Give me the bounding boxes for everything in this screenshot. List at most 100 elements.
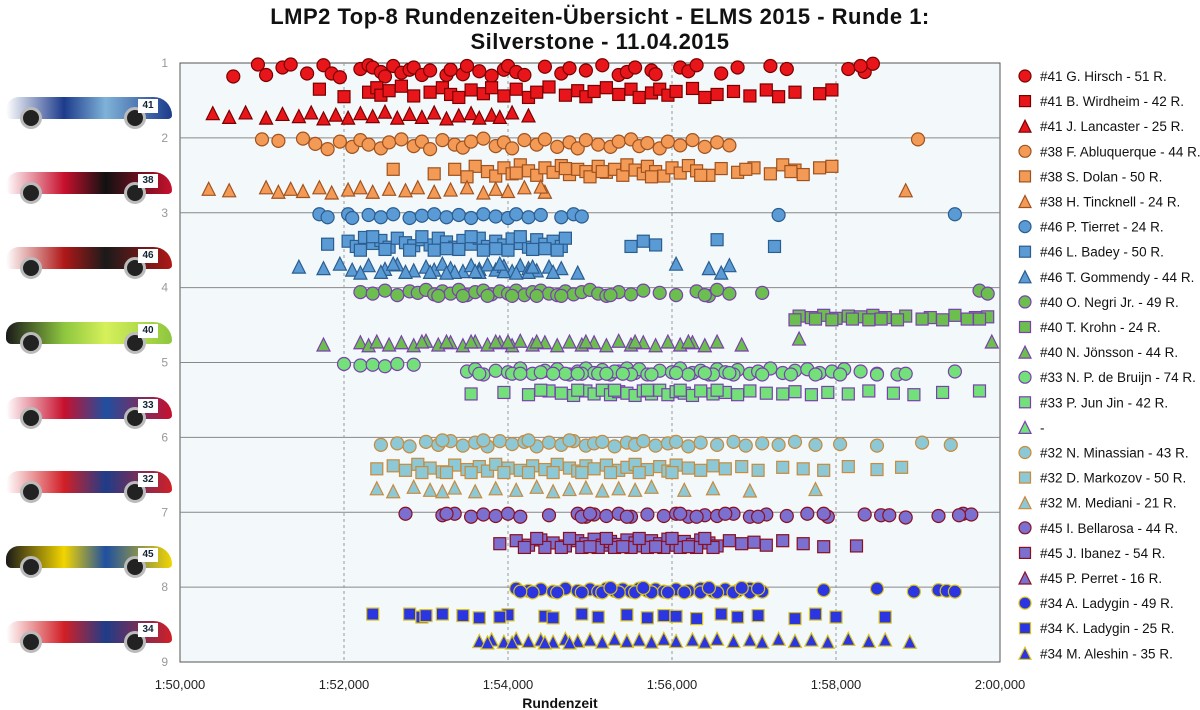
data-point [537,634,553,650]
data-point [722,534,737,548]
data-point [525,585,540,600]
data-point [673,506,688,521]
chart-title: LMP2 Top-8 Rundenzeiten-Übersicht - ELMS… [0,4,1200,54]
data-point [698,90,712,105]
data-point [709,135,725,150]
legend-label: #32 N. Minassian - 43 R. [1040,446,1189,461]
x-tick-label: 1:54,000 [483,677,534,692]
data-point [352,264,368,280]
data-point [685,631,700,647]
data-point [754,633,770,649]
data-point [591,137,606,152]
data-point [512,332,528,348]
legend: #41 G. Hirsch - 51 R. #41 B. Wirdheim - 4… [1018,69,1200,661]
legend-marker [1018,596,1032,610]
data-point [980,286,995,301]
data-point [504,288,520,303]
data-point [434,483,450,499]
data-point [403,243,417,257]
data-point [464,230,478,244]
data-point [529,478,545,494]
data-point [221,182,237,198]
data-point [808,367,823,382]
legend-label: #38 S. Dolan - 50 R. [1040,169,1162,184]
data-point [493,610,507,624]
data-point [275,106,290,122]
data-point [525,258,541,274]
data-point [853,58,868,74]
data-point [640,383,655,397]
x-tick-label: 2:00,000 [975,677,1026,692]
data-point [394,79,408,93]
data-point [415,465,429,480]
data-point [771,207,786,223]
data-point [521,633,536,649]
data-point [377,359,393,374]
data-point [862,384,876,398]
data-point [464,387,478,401]
data-point [418,434,434,449]
data-point [865,56,881,71]
data-point [763,167,778,181]
data-point [554,386,568,400]
data-point [451,207,466,223]
data-point [517,133,532,148]
data-point [935,313,950,327]
data-point [504,634,520,650]
legend-entry: #46 P. Tierret - 24 R. [1018,220,1164,235]
data-point [373,264,389,280]
data-point [829,610,843,624]
data-point [709,437,725,452]
data-point [701,580,717,595]
legend-label: #33 P. Jun Jin - 42 R. [1040,395,1168,410]
data-point [226,69,241,84]
data-point [439,210,454,225]
data-point [698,531,712,546]
data-point [697,288,712,303]
data-point [480,634,495,650]
data-point [407,89,421,103]
data-point [907,388,921,402]
data-point [660,585,676,600]
data-point [705,480,721,496]
car-image: 45 [2,534,178,579]
data-point [390,288,405,303]
legend-label: #41 J. Lancaster - 25 R. [1040,119,1184,134]
data-point [332,134,347,149]
data-point [771,90,786,104]
data-point [730,610,745,624]
data-point [365,286,380,301]
data-point [951,508,967,523]
legend-label: #40 N. Jönsson - 44 R. [1040,345,1178,360]
data-point [644,633,659,649]
data-point [378,242,392,257]
data-point [352,334,368,350]
data-point [673,138,688,153]
legend-marker [1018,118,1032,133]
data-point [316,336,331,352]
data-point [874,312,888,326]
series-23 [471,630,918,650]
data-point [504,104,520,120]
data-point [414,333,430,349]
data-point [385,255,401,271]
data-point [656,508,671,524]
data-point [533,365,548,380]
data-point [599,81,614,95]
data-point [419,608,433,623]
x-tick-label: 1:50,000 [155,677,206,692]
data-point [439,242,454,256]
data-point [403,607,417,621]
data-point [353,358,368,373]
data-point [607,383,622,397]
data-point [464,210,479,226]
data-point [632,531,646,546]
legend-marker [1018,445,1032,460]
data-point [599,508,614,524]
data-point [743,89,757,103]
data-point [546,465,560,480]
chart-title-line2: Silverstone - 11.04.2015 [470,29,730,54]
data-point [402,106,418,122]
data-point [562,333,577,349]
data-point [603,580,618,595]
